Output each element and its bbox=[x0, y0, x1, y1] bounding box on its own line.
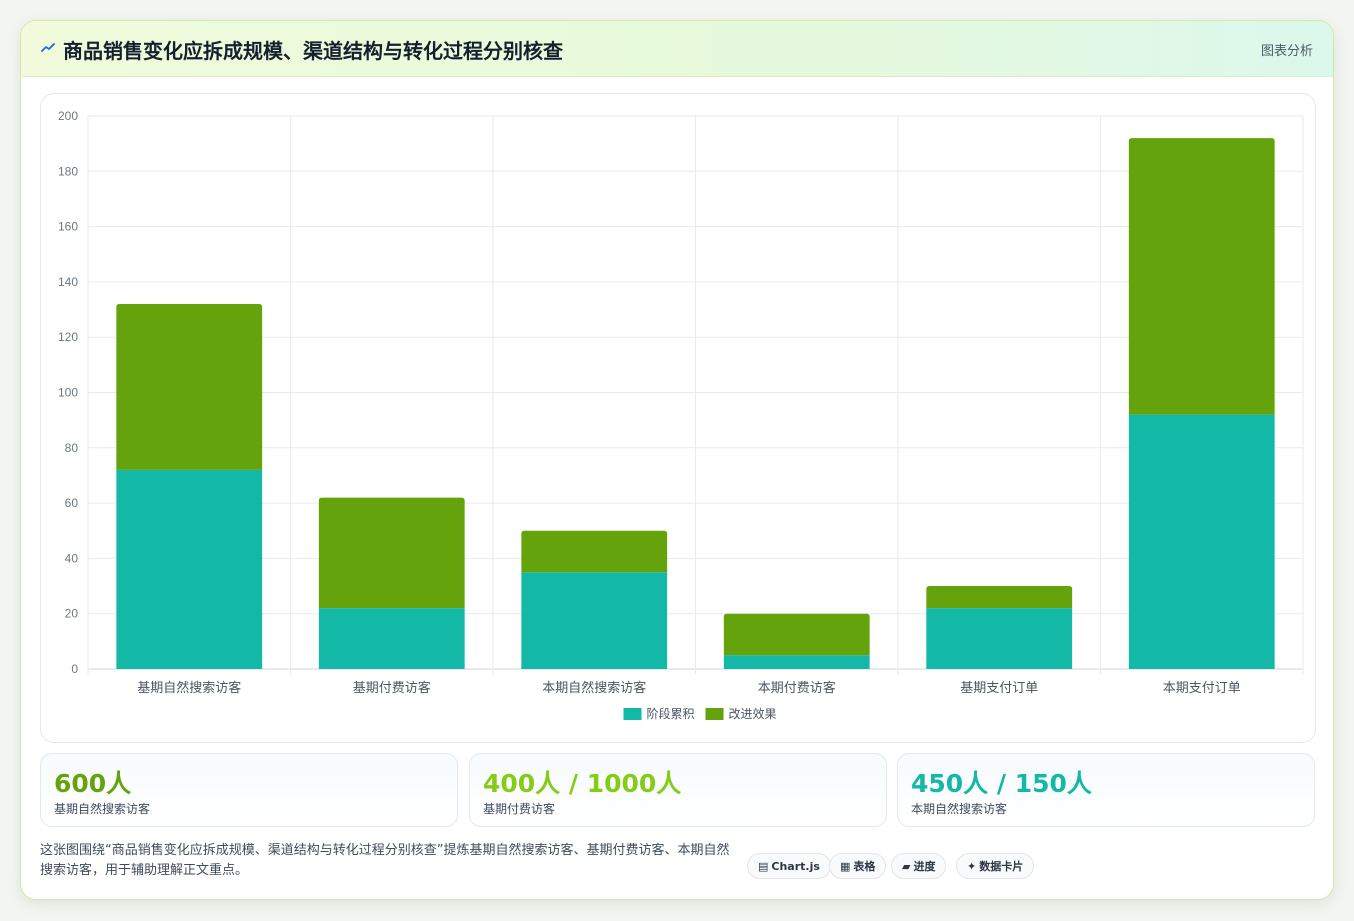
table-icon: ▦ bbox=[840, 860, 851, 873]
chip-chartjs[interactable]: ▤ Chart.js bbox=[747, 853, 831, 879]
y-tick-label: 20 bbox=[65, 607, 79, 621]
bar-segment-2 bbox=[521, 530, 668, 573]
chip-label: 进度 bbox=[913, 860, 936, 873]
y-tick-label: 80 bbox=[65, 441, 79, 455]
bar-segment-2 bbox=[318, 497, 465, 609]
legend-label: 改进效果 bbox=[729, 706, 777, 721]
y-tick-label: 180 bbox=[58, 164, 78, 178]
bar-segment-2 bbox=[116, 304, 263, 470]
legend-label: 阶段累积 bbox=[647, 706, 695, 721]
chart-card: 商品销售变化应拆成规模、渠道结构与转化过程分别核查 图表分析 0 20 40 60 80… bbox=[20, 20, 1334, 900]
chip-data-card[interactable]: ✦ 数据卡片 bbox=[956, 853, 1035, 879]
stat-value: 400人 / 1000人 bbox=[483, 769, 682, 798]
chart-icon: ▤ bbox=[758, 860, 769, 873]
y-tick-label: 100 bbox=[58, 386, 78, 400]
stat-card-1: 600人 基期自然搜索访客 bbox=[40, 753, 458, 827]
x-tick-label: 本期支付订单 bbox=[1163, 681, 1241, 696]
x-tick-label: 本期自然搜索访客 bbox=[542, 680, 646, 696]
y-tick-label: 200 bbox=[58, 109, 78, 123]
bar-segment-1 bbox=[926, 608, 1073, 669]
page-title: 商品销售变化应拆成规模、渠道结构与转化过程分别核查 bbox=[63, 39, 563, 63]
chip-table[interactable]: ▦ 表格 bbox=[829, 853, 887, 879]
legend-swatch bbox=[705, 708, 724, 720]
y-tick-label: 160 bbox=[58, 220, 78, 234]
trend-line-icon bbox=[41, 43, 55, 52]
stacked-bar-chart: 0 20 40 60 80 100 120 140 160 180 200 基期自然搜索访客 基期付费访… bbox=[58, 109, 1304, 721]
sparkle-icon: ✦ bbox=[967, 860, 977, 873]
bar-segment-2 bbox=[723, 613, 870, 656]
card-header: 商品销售变化应拆成规模、渠道结构与转化过程分别核查 图表分析 bbox=[21, 21, 1333, 77]
y-tick-label: 0 bbox=[71, 662, 78, 676]
bar-segment-1 bbox=[116, 469, 263, 669]
stat-label: 基期自然搜索访客 bbox=[54, 802, 151, 816]
y-tick-label: 40 bbox=[65, 551, 79, 565]
bar-segment-2 bbox=[926, 586, 1073, 609]
progress-icon: ▰ bbox=[902, 860, 911, 873]
x-tick-label: 基期付费访客 bbox=[353, 680, 431, 696]
chart-analysis-tag: 图表分析 bbox=[1260, 44, 1313, 59]
chip-progress[interactable]: ▰ 进度 bbox=[891, 853, 947, 879]
chart-panel: 0 20 40 60 80 100 120 140 160 180 200 基期自然搜索访客 基期付费访… bbox=[40, 93, 1316, 743]
bar-segment-2 bbox=[1128, 138, 1275, 415]
x-tick-label: 基期支付订单 bbox=[960, 681, 1038, 696]
bar-segment-1 bbox=[521, 572, 668, 669]
stat-value: 450人 / 150人 bbox=[911, 769, 1092, 798]
x-tick-label: 本期付费访客 bbox=[758, 680, 836, 696]
bar-segment-1 bbox=[1128, 414, 1275, 669]
y-tick-label: 140 bbox=[58, 275, 78, 289]
stat-card-2: 400人 / 1000人 基期付费访客 bbox=[469, 753, 887, 827]
y-tick-label: 60 bbox=[65, 496, 79, 510]
bar-segment-1 bbox=[723, 655, 870, 669]
legend-swatch bbox=[623, 708, 642, 720]
stat-card-3: 450人 / 150人 本期自然搜索访客 bbox=[897, 753, 1315, 827]
stat-label: 本期自然搜索访客 bbox=[911, 802, 1008, 816]
stat-label: 基期付费访客 bbox=[483, 802, 556, 816]
chart-description: 这张图围绕“商品销售变化应拆成规模、渠道结构与转化过程分别核查”提炼基期自然搜索… bbox=[40, 843, 730, 878]
y-tick-label: 120 bbox=[58, 330, 78, 344]
bar-segment-1 bbox=[318, 608, 465, 669]
chip-label: 表格 bbox=[853, 860, 876, 873]
x-tick-label: 基期自然搜索访客 bbox=[137, 680, 241, 696]
chip-label: 数据卡片 bbox=[979, 860, 1024, 873]
chip-label: Chart.js bbox=[771, 860, 820, 873]
stat-value: 600人 bbox=[54, 769, 132, 798]
